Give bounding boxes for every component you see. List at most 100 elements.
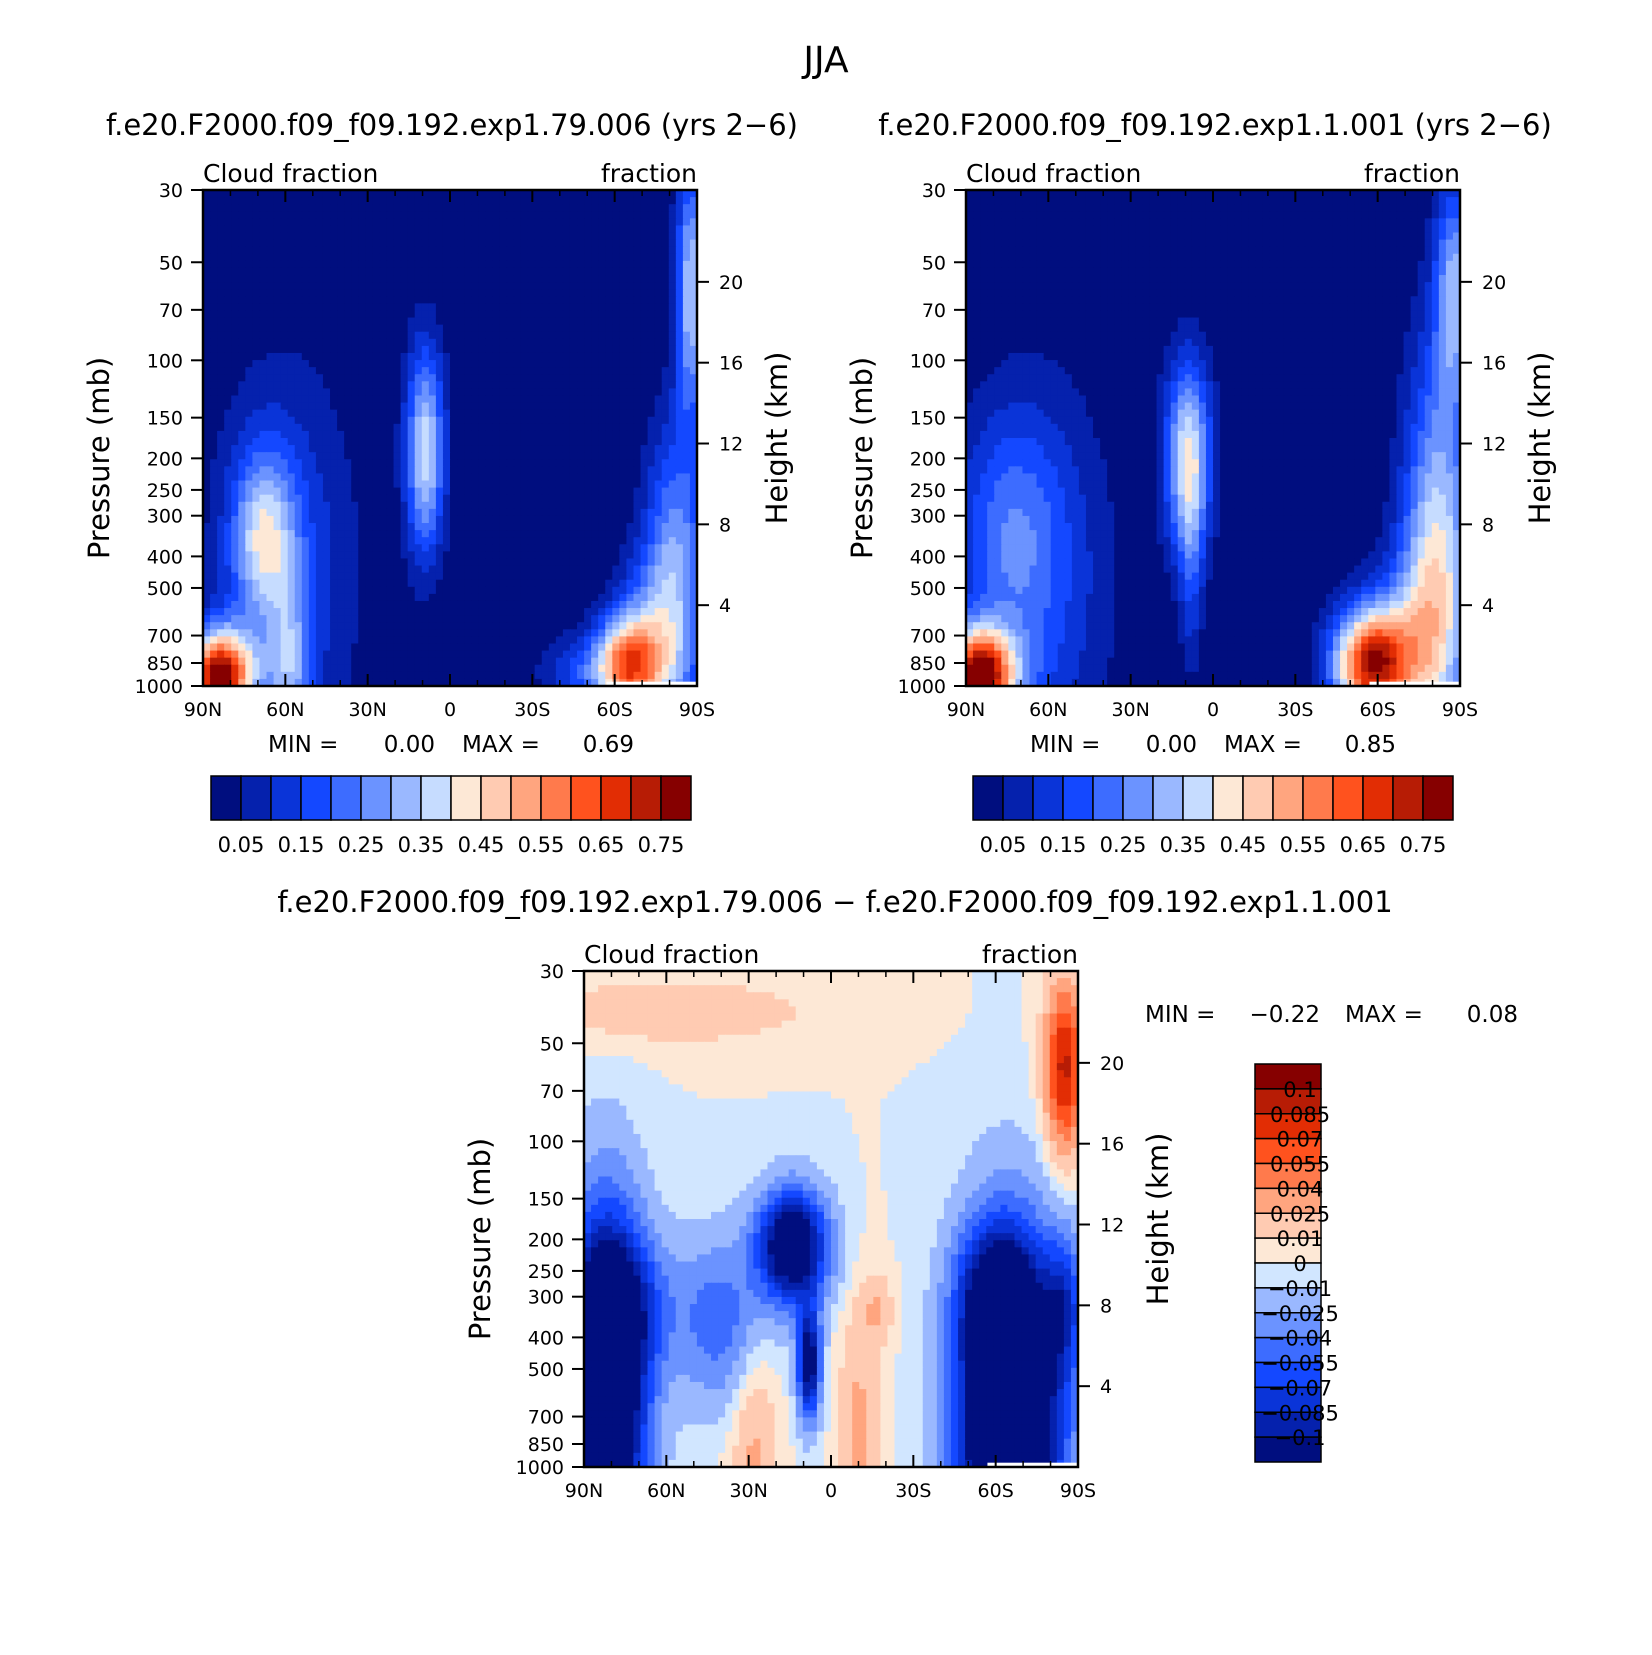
contour-cell (457, 381, 465, 389)
contour-cell (669, 254, 677, 262)
contour-cell (478, 601, 486, 609)
contour-cell (379, 495, 387, 503)
contour-cell (626, 410, 634, 418)
contour-cell (365, 233, 373, 241)
contour-cell (379, 395, 387, 403)
contour-cell (365, 353, 373, 361)
contour-cell (506, 573, 514, 581)
contour-cell (379, 211, 387, 219)
contour-cell (570, 261, 578, 269)
contour-cell (683, 587, 691, 595)
contour-cell (386, 665, 394, 673)
contour-cell (506, 438, 514, 446)
contour-cell (492, 325, 500, 333)
contour-cell (598, 473, 606, 481)
contour-cell (330, 594, 338, 602)
contour-cell (288, 587, 296, 595)
contour-cell (281, 643, 289, 651)
contour-cell (245, 367, 253, 375)
contour-cell (351, 481, 359, 489)
contour-cell (506, 403, 514, 411)
contour-cell (295, 374, 303, 382)
contour-cell (274, 672, 282, 680)
contour-cell (549, 495, 557, 503)
contour-cell (584, 197, 592, 205)
contour-cell (556, 289, 564, 297)
contour-cell (492, 608, 500, 616)
contour-cell (676, 672, 684, 680)
contour-cell (556, 601, 564, 609)
contour-cell (408, 410, 416, 418)
contour-cell (245, 353, 253, 361)
contour-cell (231, 303, 239, 311)
contour-cell (542, 310, 550, 318)
contour-cell (302, 325, 310, 333)
contour-cell (252, 658, 260, 666)
contour-cell (436, 516, 444, 524)
contour-cell (471, 275, 479, 283)
contour-cell (619, 452, 627, 460)
contour-cell (252, 332, 260, 340)
contour-cell (633, 339, 641, 347)
contour-cell (669, 403, 677, 411)
contour-cell (605, 629, 613, 637)
contour-cell (570, 594, 578, 602)
contour-cell (323, 204, 331, 212)
contour-cell (521, 310, 529, 318)
contour-cell (274, 247, 282, 255)
contour-cell (344, 608, 352, 616)
contour-cell (457, 410, 465, 418)
contour-cell (485, 254, 493, 262)
contour-cell (598, 431, 606, 439)
contour-cell (443, 622, 451, 630)
contour-cell (676, 594, 684, 602)
contour-cell (521, 636, 529, 644)
contour-cell (344, 523, 352, 531)
contour-cell (683, 403, 691, 411)
contour-cell (584, 247, 592, 255)
contour-cell (295, 204, 303, 212)
contour-cell (337, 240, 345, 248)
contour-cell (210, 445, 218, 453)
contour-cell (372, 303, 380, 311)
contour-cell (245, 643, 253, 651)
contour-cell (386, 388, 394, 396)
contour-cell (485, 573, 493, 581)
contour-cell (344, 282, 352, 290)
contour-cell (323, 580, 331, 588)
contour-cell (471, 551, 479, 559)
contour-cell (401, 523, 409, 531)
contour-cell (245, 551, 253, 559)
contour-cell (577, 261, 585, 269)
contour-cell (274, 459, 282, 467)
contour-cell (549, 658, 557, 666)
contour-cell (224, 580, 232, 588)
contour-cell (612, 339, 620, 347)
contour-cell (549, 303, 557, 311)
contour-cell (351, 587, 359, 595)
contour-cell (394, 381, 402, 389)
contour-cell (669, 204, 677, 212)
contour-cell (464, 240, 472, 248)
contour-cell (372, 481, 380, 489)
contour-cell (252, 381, 260, 389)
contour-cell (429, 240, 437, 248)
contour-cell (570, 643, 578, 651)
contour-cell (598, 254, 606, 262)
contour-cell (252, 636, 260, 644)
contour-cell (506, 225, 514, 233)
contour-cell (457, 544, 465, 552)
contour-cell (323, 502, 331, 510)
contour-cell (372, 417, 380, 425)
contour-cell (316, 473, 324, 481)
contour-cell (365, 573, 373, 581)
contour-cell (450, 339, 458, 347)
contour-cell (217, 502, 225, 510)
contour-cell (549, 367, 557, 375)
contour-cell (648, 516, 656, 524)
contour-cell (401, 381, 409, 389)
contour-cell (217, 268, 225, 276)
contour-cell (563, 403, 571, 411)
contour-cell (563, 367, 571, 375)
contour-cell (415, 296, 423, 304)
